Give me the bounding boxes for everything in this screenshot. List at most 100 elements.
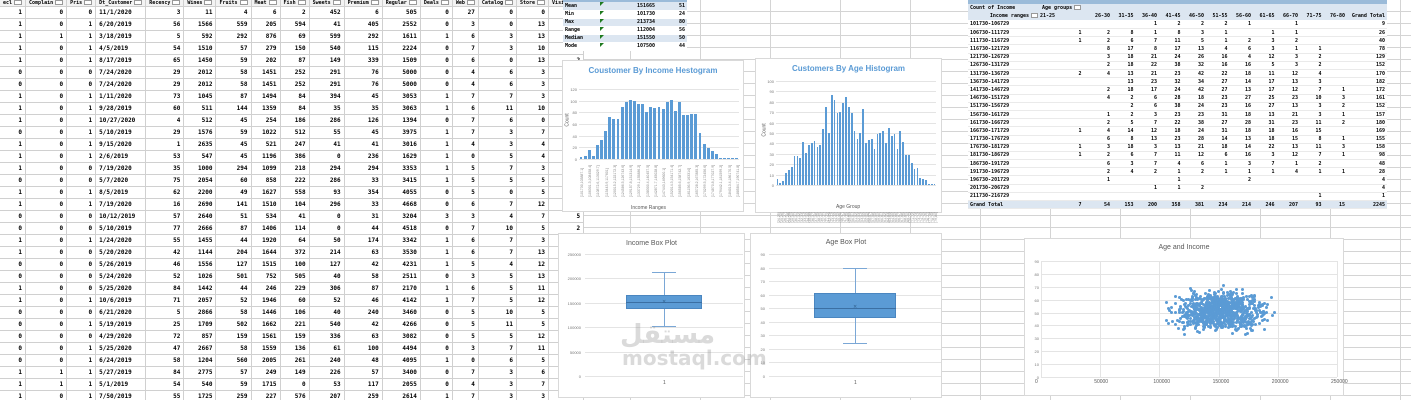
table-cell[interactable]: 0 xyxy=(0,306,27,319)
table-cell[interactable]: 1 xyxy=(0,102,27,115)
table-cell[interactable]: 240 xyxy=(344,306,383,319)
pivot-cell[interactable]: 21 xyxy=(1276,110,1300,120)
table-cell[interactable]: 2012 xyxy=(183,78,217,91)
table-cell[interactable]: 87 xyxy=(215,222,252,235)
income-range-label[interactable]: 161730-166729 xyxy=(968,118,1040,128)
income-range-label[interactable]: 171730-176729 xyxy=(968,135,1040,144)
pivot-cell[interactable]: 3 xyxy=(1253,151,1277,161)
table-cell[interactable]: 1406 xyxy=(251,222,281,235)
pivot-cell[interactable]: 2 xyxy=(1040,69,1084,79)
pivot-cell[interactable] xyxy=(1083,102,1112,111)
pivot-cell[interactable] xyxy=(1206,192,1230,202)
table-cell[interactable]: 6 xyxy=(516,366,550,379)
pivot-cell[interactable]: 21 xyxy=(1135,53,1159,62)
pivot-cell[interactable]: 1 xyxy=(1159,175,1183,185)
table-cell[interactable]: 0 xyxy=(0,210,27,223)
income-stat-value[interactable]: 112004 xyxy=(611,26,657,35)
table-cell[interactable]: 1 xyxy=(66,354,97,367)
pivot-cell[interactable]: 1 xyxy=(1253,167,1277,177)
grand-total-cell[interactable]: 214 xyxy=(1229,200,1253,210)
table-cell[interactable]: 10/12/2019 xyxy=(95,210,147,223)
filter-dropdown-button[interactable] xyxy=(408,0,417,5)
table-cell[interactable]: 0 xyxy=(0,126,27,139)
table-cell[interactable]: 6 xyxy=(344,6,383,19)
table-cell[interactable]: 3063 xyxy=(382,102,421,115)
column-header[interactable]: Fruits xyxy=(215,0,252,7)
pivot-cell[interactable]: 182 xyxy=(1347,77,1387,87)
table-cell[interactable]: 100 xyxy=(280,258,310,271)
table-cell[interactable]: 1 xyxy=(0,282,27,295)
pivot-cell[interactable]: 3 xyxy=(1253,36,1277,46)
table-cell[interactable]: 286 xyxy=(309,174,345,187)
table-cell[interactable]: 1 xyxy=(66,366,97,379)
histogram-bar[interactable] xyxy=(827,133,830,185)
pivot-cell[interactable]: 7 xyxy=(1253,159,1277,169)
pivot-cell[interactable]: 1 xyxy=(1300,167,1324,177)
pivot-cell[interactable]: 1 xyxy=(1300,192,1324,202)
pivot-cell[interactable]: 27 xyxy=(1253,102,1277,111)
table-cell[interactable]: 2666 xyxy=(183,222,217,235)
table-cell[interactable]: 2012 xyxy=(183,66,217,79)
pivot-cell[interactable]: 3 xyxy=(1300,77,1324,87)
pivot-cell[interactable] xyxy=(1229,28,1253,38)
table-cell[interactable]: 7 xyxy=(478,162,517,175)
table-cell[interactable]: 7 xyxy=(516,378,550,391)
table-cell[interactable]: 44 xyxy=(215,234,252,247)
pivot-cell[interactable]: 2 xyxy=(1229,175,1253,185)
table-cell[interactable]: 58 xyxy=(344,270,383,283)
table-cell[interactable]: 6 xyxy=(478,78,517,91)
pivot-cell[interactable]: 2 xyxy=(1083,36,1112,46)
table-cell[interactable]: 72 xyxy=(145,330,185,343)
table-cell[interactable]: 5000 xyxy=(382,66,421,79)
pivot-cell[interactable]: 23 xyxy=(1276,118,1300,128)
pivot-cell[interactable]: 3 xyxy=(1083,143,1112,152)
histogram-bar[interactable] xyxy=(930,183,933,185)
table-cell[interactable]: 5 xyxy=(478,294,517,307)
table-cell[interactable]: 69 xyxy=(280,30,310,43)
table-cell[interactable]: 5 xyxy=(452,330,479,343)
pivot-cell[interactable]: 9 xyxy=(1347,20,1387,30)
table-cell[interactable]: 59 xyxy=(215,126,252,139)
table-cell[interactable]: 5 xyxy=(548,210,585,223)
table-cell[interactable]: 5 xyxy=(478,282,517,295)
table-cell[interactable]: 1 xyxy=(66,342,97,355)
pivot-cell[interactable]: 5 xyxy=(1182,36,1206,46)
table-cell[interactable]: 1 xyxy=(0,6,27,19)
table-cell[interactable]: 2054 xyxy=(183,174,217,187)
table-cell[interactable]: 77 xyxy=(145,222,185,235)
pivot-cell[interactable]: 2 xyxy=(1206,20,1230,30)
histogram-bar[interactable] xyxy=(616,118,620,159)
income-range-label[interactable]: 181730-186729 xyxy=(968,151,1040,161)
filter-dropdown-button[interactable] xyxy=(466,0,475,5)
pivot-cell[interactable]: 1 xyxy=(1276,159,1300,169)
pivot-cell[interactable]: 13 xyxy=(1229,85,1253,95)
table-cell[interactable]: 149 xyxy=(280,366,310,379)
table-cell[interactable]: 0 xyxy=(25,222,68,235)
pivot-cell[interactable]: 1 xyxy=(1347,192,1387,202)
table-cell[interactable]: 5/20/2020 xyxy=(95,246,147,259)
table-cell[interactable]: 3 xyxy=(516,162,550,175)
pivot-cell[interactable]: 4 xyxy=(1276,167,1300,177)
table-cell[interactable]: 0 xyxy=(420,6,453,19)
histogram-bar[interactable] xyxy=(587,149,591,159)
table-cell[interactable]: 127 xyxy=(309,258,345,271)
table-cell[interactable]: 60 xyxy=(145,102,185,115)
filter-dropdown-button[interactable] xyxy=(239,0,248,5)
histogram-bar[interactable] xyxy=(706,147,710,159)
table-cell[interactable]: 0 xyxy=(66,330,97,343)
pivot-cell[interactable]: 13 xyxy=(1135,135,1159,144)
pivot-cell[interactable]: 16 xyxy=(1229,61,1253,71)
table-cell[interactable]: 1455 xyxy=(183,234,217,247)
pivot-cell[interactable]: 3 xyxy=(1112,159,1136,169)
table-cell[interactable]: 4142 xyxy=(382,294,421,307)
table-cell[interactable]: 5 xyxy=(452,306,479,319)
pivot-cell[interactable]: 7 xyxy=(1135,159,1159,169)
histogram-bar[interactable] xyxy=(882,130,885,185)
table-cell[interactable]: 84 xyxy=(145,366,185,379)
table-cell[interactable]: 3 xyxy=(516,90,550,103)
pivot-cell[interactable]: 28 xyxy=(1159,94,1183,103)
table-cell[interactable]: 0 xyxy=(0,258,27,271)
pivot-cell[interactable]: 31 xyxy=(1206,110,1230,120)
table-cell[interactable]: 60 xyxy=(280,294,310,307)
table-cell[interactable]: 1359 xyxy=(251,102,281,115)
